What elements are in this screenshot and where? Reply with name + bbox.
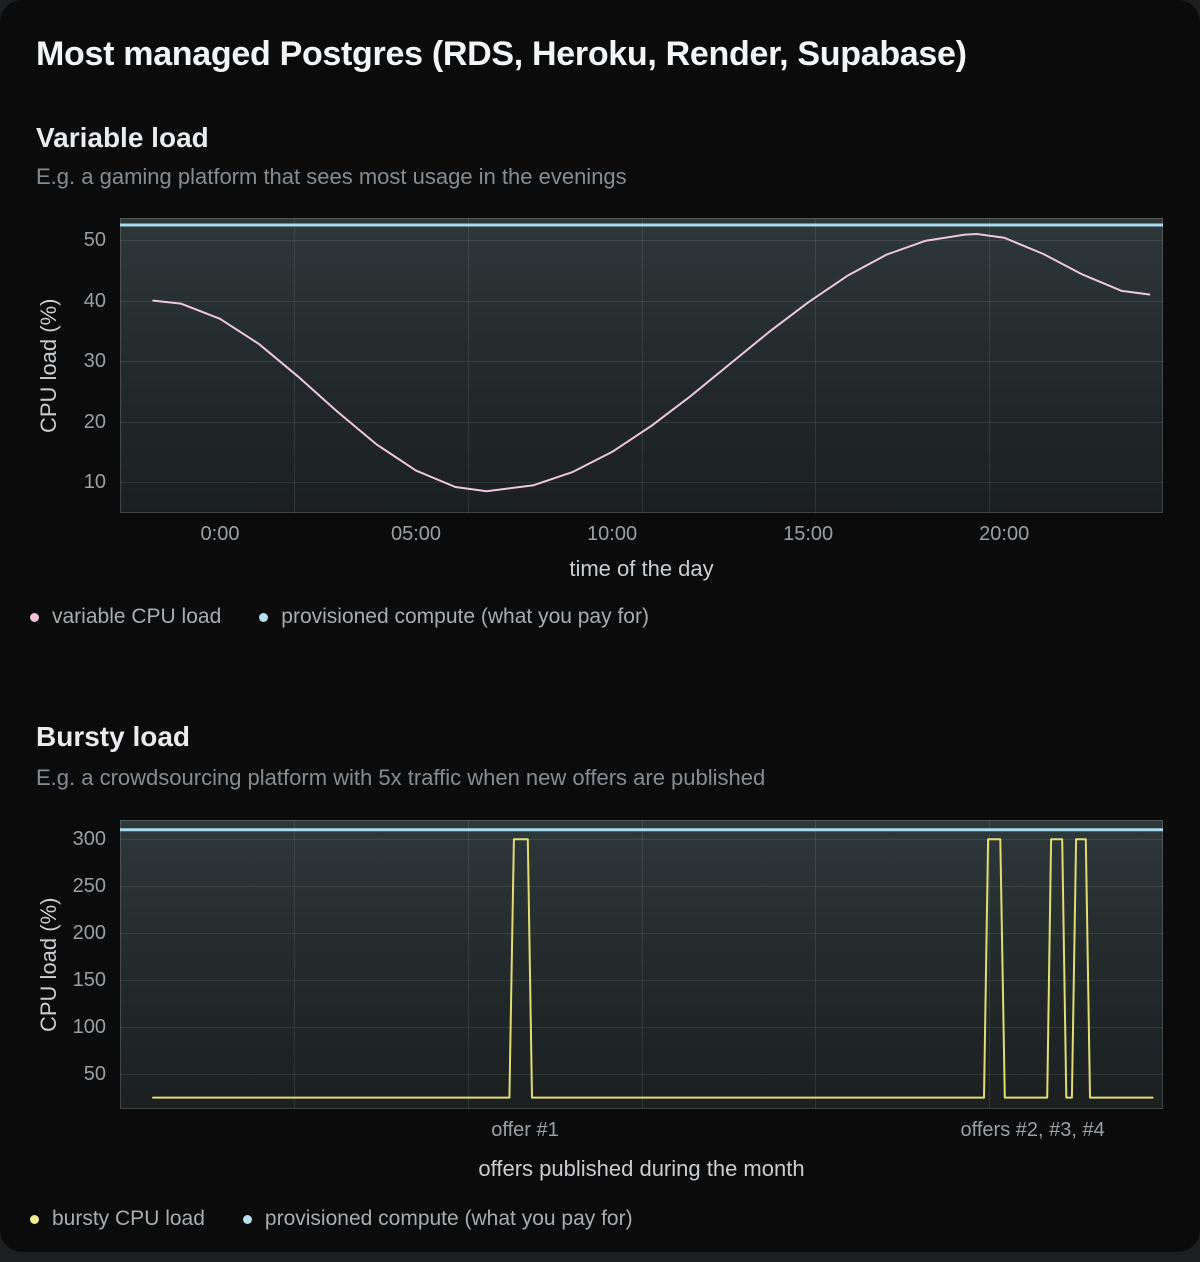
x-tick-label: offers #2, #3, #4 bbox=[960, 1119, 1105, 1141]
x-tick-label: 20:00 bbox=[979, 523, 1030, 545]
x-axis-title-variable-load: time of the day bbox=[569, 556, 714, 581]
bursty-load-legend: bursty CPU load provisioned compute (wha… bbox=[30, 1206, 633, 1232]
series-line-variable-cpu-load bbox=[152, 233, 1151, 493]
legend-label: provisioned compute (what you pay for) bbox=[281, 605, 649, 628]
provisioned-compute-dot-icon bbox=[242, 1214, 252, 1224]
bursty-cpu-load-dot-icon bbox=[30, 1214, 39, 1224]
y-tick-label: 200 bbox=[72, 922, 106, 945]
bursty-load-plot bbox=[120, 820, 1163, 1109]
x-tick-label: offer #1 bbox=[491, 1119, 559, 1141]
variable-load-legend: variable CPU load provisioned compute (w… bbox=[30, 604, 649, 630]
provisioned-compute-dot-icon bbox=[259, 612, 269, 622]
series-line-bursty-cpu-load bbox=[152, 838, 1154, 1099]
y-tick-label: 100 bbox=[72, 1016, 106, 1039]
variable-load-plot bbox=[120, 218, 1163, 513]
plot-border bbox=[120, 218, 1163, 513]
variable-cpu-load-dot-icon bbox=[30, 612, 39, 622]
legend-label: provisioned compute (what you pay for) bbox=[264, 1207, 633, 1230]
section-heading-bursty-load: Bursty load bbox=[36, 721, 191, 752]
legend-item: provisioned compute (what you pay for) bbox=[242, 1207, 633, 1231]
section-subtitle-variable-load: E.g. a gaming platform that sees most us… bbox=[36, 164, 627, 189]
y-tick-label: 20 bbox=[83, 410, 106, 433]
legend-item: bursty CPU load bbox=[30, 1207, 205, 1231]
legend-item: provisioned compute (what you pay for) bbox=[259, 605, 649, 629]
x-tick-label: 15:00 bbox=[783, 523, 834, 545]
x-tick-label: 05:00 bbox=[391, 523, 442, 545]
chart-canvas bbox=[120, 218, 1163, 513]
y-tick-label: 50 bbox=[83, 1063, 106, 1086]
y-tick-label: 10 bbox=[83, 471, 106, 494]
legend-item: variable CPU load bbox=[30, 605, 221, 629]
page-title: Most managed Postgres (RDS, Heroku, Rend… bbox=[36, 35, 967, 73]
y-tick-label: 250 bbox=[72, 875, 106, 898]
section-heading-variable-load: Variable load bbox=[36, 122, 209, 153]
legend-label: variable CPU load bbox=[52, 605, 222, 628]
x-axis-title-bursty-load: offers published during the month bbox=[478, 1156, 805, 1181]
y-tick-label: 150 bbox=[72, 969, 106, 992]
x-tick-label: 10:00 bbox=[587, 523, 638, 545]
x-tick-label: 0:00 bbox=[200, 523, 240, 545]
chart-canvas bbox=[120, 820, 1163, 1109]
y-tick-label: 50 bbox=[83, 229, 106, 252]
y-tick-label: 300 bbox=[72, 828, 106, 851]
section-subtitle-bursty-load: E.g. a crowdsourcing platform with 5x tr… bbox=[36, 765, 766, 790]
plot-border bbox=[120, 820, 1163, 1109]
legend-label: bursty CPU load bbox=[52, 1207, 205, 1230]
y-tick-label: 40 bbox=[83, 289, 106, 312]
y-tick-label: 30 bbox=[83, 350, 106, 373]
